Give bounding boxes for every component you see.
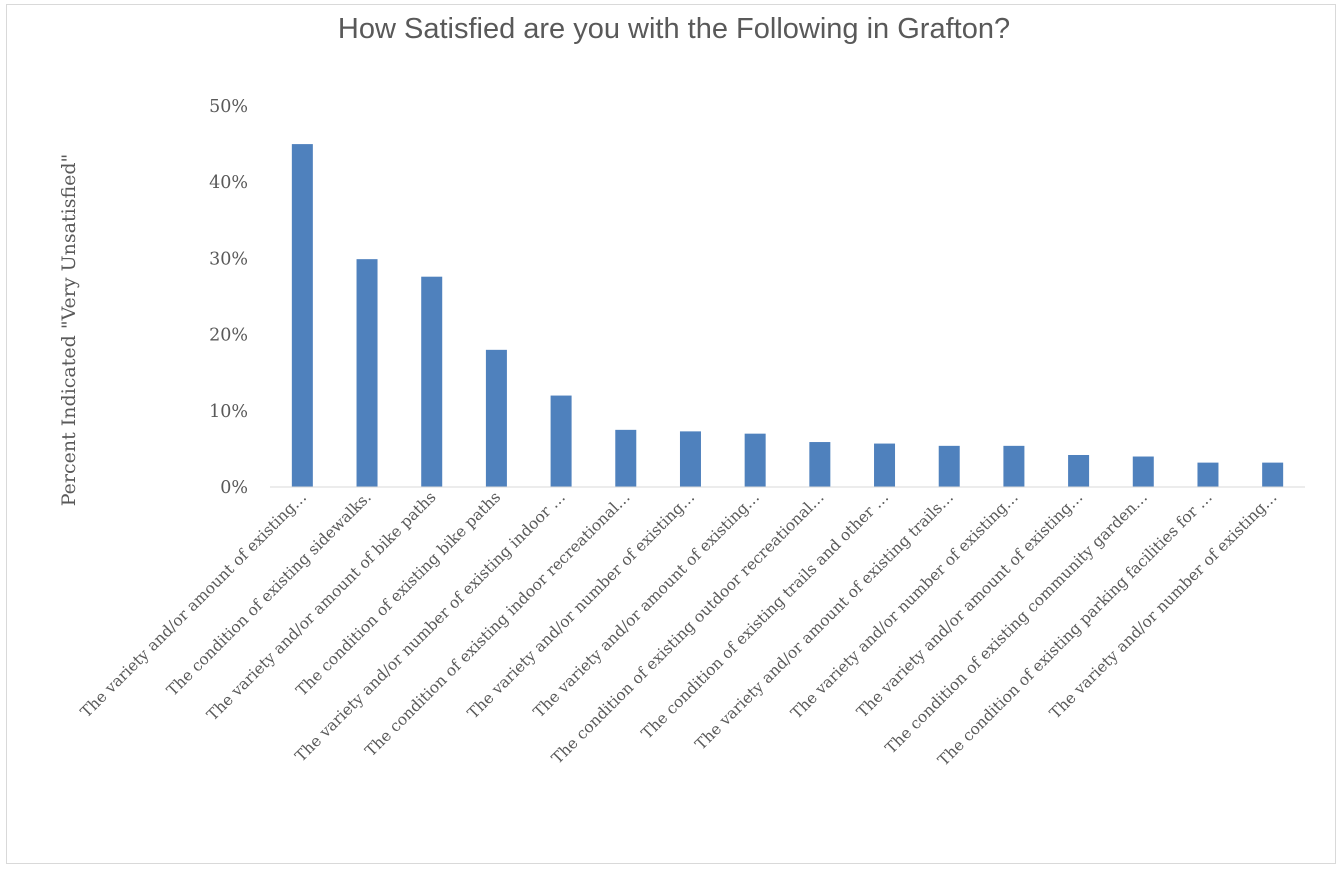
bar xyxy=(1262,462,1284,487)
bar xyxy=(679,431,701,487)
bar xyxy=(485,349,507,487)
y-tick-label: 0% xyxy=(220,478,248,498)
bar xyxy=(874,443,896,487)
x-tick-label: The variety and/or amount of existing… xyxy=(77,488,310,721)
bar xyxy=(356,259,378,487)
y-axis-label: Percent Indicated "Very Unsatisfied" xyxy=(58,154,80,507)
bar xyxy=(615,429,637,487)
bar xyxy=(809,442,831,487)
bar xyxy=(421,276,443,487)
y-tick-label: 30% xyxy=(209,249,248,269)
bar xyxy=(744,433,766,487)
x-tick-label: The variety and/or amount of bike paths xyxy=(203,488,439,724)
bar xyxy=(1197,462,1219,487)
y-tick-label: 50% xyxy=(209,97,248,117)
bar xyxy=(291,144,313,487)
chart-title: How Satisfied are you with the Following… xyxy=(338,13,1010,45)
y-tick-label: 20% xyxy=(209,326,248,346)
bars xyxy=(291,144,1284,487)
x-tick-label: The condition of existing trails and oth… xyxy=(638,488,892,742)
y-tick-label: 40% xyxy=(209,173,248,193)
bar xyxy=(1068,454,1090,487)
bar xyxy=(550,395,572,487)
x-tick-label: The variety and/or number of existing… xyxy=(464,488,698,722)
y-axis-ticks: 0% 10% 20% 30% 40% 50% xyxy=(209,97,248,498)
x-axis-labels: The variety and/or amount of existing…Th… xyxy=(77,488,1280,769)
bar xyxy=(938,445,960,487)
bar xyxy=(1132,456,1154,487)
x-tick-label: The variety and/or number of existing… xyxy=(1046,488,1280,722)
bar xyxy=(1003,445,1025,487)
x-tick-label: The variety and/or amount of existing… xyxy=(530,488,763,721)
x-tick-label: The variety and/or number of existing… xyxy=(787,488,1021,722)
y-tick-label: 10% xyxy=(209,402,248,422)
chart-frame xyxy=(6,4,1336,864)
x-tick-label: The variety and/or amount of existing… xyxy=(853,488,1086,721)
